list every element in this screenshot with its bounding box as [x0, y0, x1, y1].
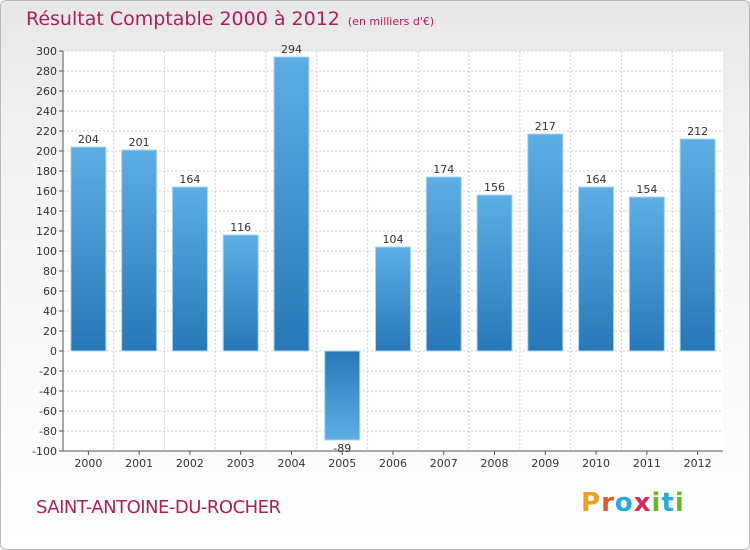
data-label: 294: [281, 43, 302, 56]
data-label: 212: [687, 125, 708, 138]
data-label: 217: [535, 120, 556, 133]
bar: [222, 234, 259, 352]
bar: [121, 149, 158, 352]
y-tick-label: 280: [36, 65, 57, 78]
data-label: 154: [636, 183, 657, 196]
y-tick-label: 100: [36, 245, 57, 258]
logo-letter: r: [601, 488, 615, 518]
x-tick-label: 2000: [74, 457, 102, 470]
x-tick-label: 2009: [531, 457, 559, 470]
bar: [70, 146, 107, 352]
bar: [578, 186, 615, 352]
x-tick-label: 2008: [481, 457, 509, 470]
y-tick-label: 200: [36, 145, 57, 158]
bar: [324, 350, 361, 441]
bar: [273, 56, 310, 352]
y-tick-label: 140: [36, 205, 57, 218]
y-tick-label: 220: [36, 125, 57, 138]
y-tick-label: 180: [36, 165, 57, 178]
y-tick-label: -40: [39, 385, 57, 398]
proxiti-logo: Proxiti: [581, 488, 685, 518]
y-tick-label: 20: [43, 325, 57, 338]
data-label: 164: [586, 173, 607, 186]
bar: [628, 196, 665, 352]
y-tick-label: 160: [36, 185, 57, 198]
logo-letter: t: [661, 488, 675, 518]
chart-title: Résultat Comptable 2000 à 2012 (en millie…: [26, 8, 435, 30]
logo-letter: i: [674, 488, 685, 518]
bar: [679, 138, 716, 352]
logo-letter: x: [633, 488, 652, 518]
y-tick-label: 120: [36, 225, 57, 238]
x-tick-label: 2006: [379, 457, 407, 470]
bar: [425, 176, 462, 352]
x-tick-label: 2003: [227, 457, 255, 470]
chart-subtitle: (en milliers d'€): [347, 15, 435, 28]
y-tick-label: -80: [39, 425, 57, 438]
x-tick-label: 2002: [176, 457, 204, 470]
data-label: 201: [129, 136, 150, 149]
logo-letter: i: [651, 488, 662, 518]
x-tick-label: 2010: [582, 457, 610, 470]
y-tick-label: 260: [36, 85, 57, 98]
x-tick-label: 2011: [633, 457, 661, 470]
x-tick-label: 2007: [430, 457, 458, 470]
bar: [476, 194, 513, 352]
data-label: 164: [179, 173, 200, 186]
y-tick-label: -100: [32, 445, 57, 458]
y-tick-label: 300: [36, 45, 57, 58]
data-label: 116: [230, 221, 251, 234]
bar: [527, 133, 564, 352]
commune-name: SAINT-ANTOINE-DU-ROCHER: [36, 497, 281, 518]
x-tick-label: 2012: [684, 457, 712, 470]
data-label: 104: [383, 233, 404, 246]
y-tick-label: 80: [43, 265, 57, 278]
data-label: 174: [433, 163, 454, 176]
y-tick-label: 40: [43, 305, 57, 318]
logo-letter: o: [614, 488, 634, 518]
data-label: 204: [78, 133, 99, 146]
y-tick-label: 0: [50, 345, 57, 358]
y-tick-label: 60: [43, 285, 57, 298]
x-tick-label: 2005: [328, 457, 356, 470]
bar: [171, 186, 208, 352]
data-label: -89: [333, 442, 351, 455]
logo-letter: P: [581, 488, 602, 518]
y-tick-label: -60: [39, 405, 57, 418]
data-label: 156: [484, 181, 505, 194]
x-tick-label: 2001: [125, 457, 153, 470]
y-tick-label: -20: [39, 365, 57, 378]
y-tick-label: 240: [36, 105, 57, 118]
x-tick-label: 2004: [277, 457, 305, 470]
bar: [375, 246, 411, 352]
